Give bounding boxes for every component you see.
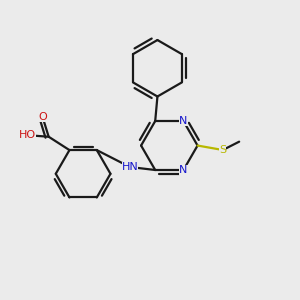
Text: N: N <box>179 116 188 126</box>
Text: HO: HO <box>19 130 36 140</box>
Text: HN: HN <box>122 162 138 172</box>
Text: N: N <box>179 165 188 175</box>
Text: S: S <box>219 145 226 155</box>
Text: O: O <box>38 112 47 122</box>
